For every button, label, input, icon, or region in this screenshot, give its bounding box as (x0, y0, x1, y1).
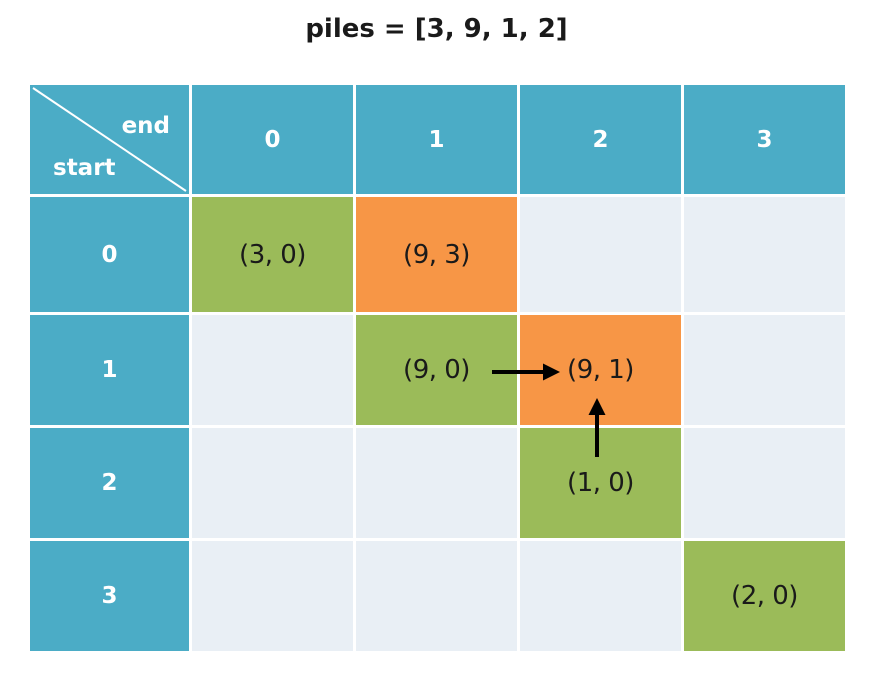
diagonal-line-icon (32, 87, 187, 192)
dp-cell-3-1 (356, 541, 517, 651)
dp-cell-2-1 (356, 428, 517, 538)
dp-cell-1-0 (192, 315, 353, 425)
dp-cell-2-0 (192, 428, 353, 538)
col-header-2: 2 (520, 85, 681, 194)
dp-cell-0-3 (684, 197, 845, 312)
corner-start-label: start (53, 155, 116, 181)
dp-cell-3-3: (2, 0) (684, 541, 845, 651)
row-header-3: 3 (30, 541, 189, 651)
corner-cell: end start (30, 85, 189, 194)
dp-cell-0-0: (3, 0) (192, 197, 353, 312)
dp-cell-3-0 (192, 541, 353, 651)
dp-cell-1-2: (9, 1) (520, 315, 681, 425)
col-header-0: 0 (192, 85, 353, 194)
dp-cell-1-3 (684, 315, 845, 425)
dp-cell-0-1: (9, 3) (356, 197, 517, 312)
col-header-1: 1 (356, 85, 517, 194)
dp-table: end start 0 1 2 3 0 (3, 0) (9, 3) 1 (9, … (30, 85, 845, 651)
dp-cell-2-3 (684, 428, 845, 538)
row-header-1: 1 (30, 315, 189, 425)
corner-end-label: end (121, 113, 170, 139)
diagram-title: piles = [3, 9, 1, 2] (305, 14, 568, 44)
row-header-2: 2 (30, 428, 189, 538)
dp-cell-0-2 (520, 197, 681, 312)
dp-cell-2-2: (1, 0) (520, 428, 681, 538)
dp-cell-1-1: (9, 0) (356, 315, 517, 425)
col-header-3: 3 (684, 85, 845, 194)
row-header-0: 0 (30, 197, 189, 312)
dp-cell-3-2 (520, 541, 681, 651)
